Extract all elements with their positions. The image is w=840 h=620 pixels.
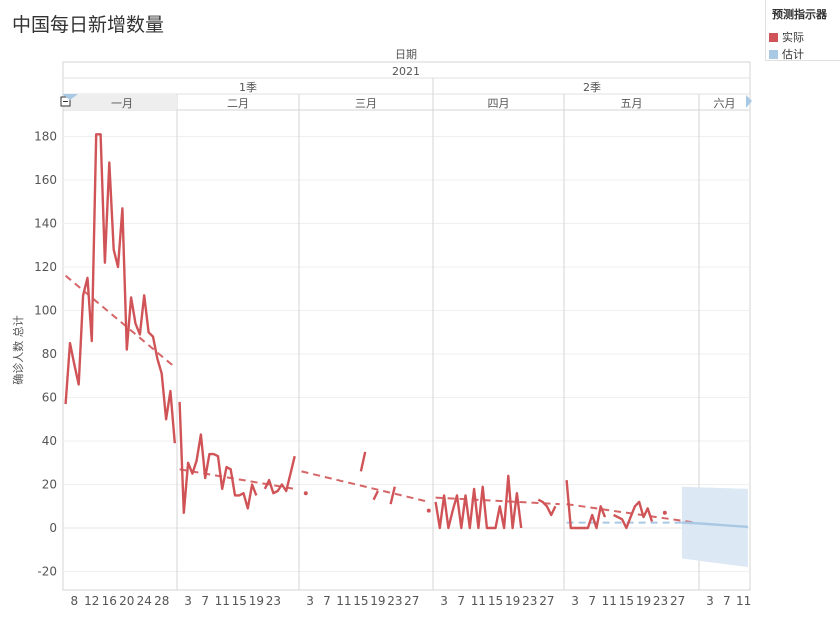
x-tick-label: 15 (232, 594, 247, 608)
x-tick-label: 19 (505, 594, 520, 608)
y-tick-label: 0 (49, 521, 57, 535)
series-line-actual (434, 474, 523, 530)
month-label: 六月 (714, 97, 736, 110)
y-tick-label: 20 (42, 478, 57, 492)
series-line-actual (178, 401, 258, 514)
x-tick-label: 15 (619, 594, 634, 608)
x-tick-label: 12 (84, 594, 99, 608)
y-tick-label: 40 (42, 434, 57, 448)
x-tick-label: 11 (336, 594, 351, 608)
forecast-band (681, 486, 748, 568)
legend-swatch-actual (769, 32, 778, 42)
data-point-actual (303, 491, 308, 496)
month-label: 三月 (355, 97, 377, 110)
x-tick-label: 15 (488, 594, 503, 608)
series-line-actual (263, 455, 296, 495)
series-line-actual (565, 479, 607, 530)
data-point-actual (426, 508, 431, 513)
x-tick-label: 8 (71, 594, 79, 608)
scroll-right-icon (746, 95, 752, 108)
x-tick-label: 11 (471, 594, 486, 608)
series-line-actual (537, 498, 557, 517)
scroll-left-icon (62, 94, 78, 100)
x-tick-label: 19 (370, 594, 385, 608)
trend-line (179, 468, 295, 490)
x-tick-label: 7 (201, 594, 209, 608)
trend-line (435, 496, 560, 506)
y-tick-label: -20 (37, 565, 57, 579)
year-label: 2021 (392, 65, 420, 78)
series-line-estimate (681, 521, 748, 529)
x-tick-label: 27 (539, 594, 554, 608)
trend-line (566, 503, 695, 524)
y-tick-label: 160 (34, 173, 57, 187)
month-header-selected (64, 95, 177, 110)
series-line-actual (613, 500, 654, 530)
legend-swatch-estimate (769, 49, 778, 59)
month-label: 一月 (111, 97, 133, 110)
y-tick-label: 60 (42, 391, 57, 405)
x-tick-label: 7 (723, 594, 731, 608)
x-tick-label: 7 (323, 594, 331, 608)
x-tick-label: 16 (102, 594, 117, 608)
x-tick-label: 3 (440, 594, 448, 608)
legend-item-estimate[interactable]: 估计 (769, 46, 804, 62)
x-tick-label: 3 (306, 594, 314, 608)
month-label: 五月 (621, 97, 643, 110)
date-field-label: 日期 (395, 48, 417, 61)
x-tick-label: 11 (602, 594, 617, 608)
series-line-actual (389, 486, 396, 505)
legend: 预测指示器 实际 估计 (765, 0, 840, 61)
x-tick-label: 7 (588, 594, 596, 608)
x-tick-label: 28 (154, 594, 169, 608)
x-tick-label: 19 (636, 594, 651, 608)
x-tick-label: 11 (736, 594, 751, 608)
x-tick-label: 23 (522, 594, 537, 608)
x-tick-label: 20 (119, 594, 134, 608)
x-tick-label: 23 (266, 594, 281, 608)
legend-label-estimate: 估计 (782, 48, 804, 61)
legend-label-actual: 实际 (782, 31, 804, 44)
x-tick-label: 11 (215, 594, 230, 608)
x-tick-label: 23 (653, 594, 668, 608)
legend-item-actual[interactable]: 实际 (769, 29, 804, 45)
y-tick-label: 120 (34, 260, 57, 274)
x-tick-label: 23 (387, 594, 402, 608)
series-line-actual (372, 490, 379, 501)
month-label: 四月 (488, 97, 510, 110)
x-tick-label: 27 (404, 594, 419, 608)
trend-line (301, 470, 430, 503)
month-label: 二月 (227, 97, 249, 110)
legend-title: 预测指示器 (772, 8, 827, 21)
page-title: 中国每日新增数量 (12, 14, 165, 36)
x-tick-label: 27 (670, 594, 685, 608)
x-tick-label: 19 (249, 594, 264, 608)
y-tick-label: 180 (34, 130, 57, 144)
x-tick-label: 3 (184, 594, 192, 608)
y-tick-label: 140 (34, 217, 57, 231)
x-tick-label: 15 (353, 594, 368, 608)
x-tick-label: 3 (706, 594, 714, 608)
x-tick-label: 24 (137, 594, 152, 608)
quarter-label: 1季 (239, 81, 257, 94)
quarter-label: 2季 (583, 81, 601, 94)
y-tick-label: 100 (34, 304, 57, 318)
data-point-actual (662, 510, 667, 515)
y-tick-label: 80 (42, 347, 57, 361)
chart-frame-border (62, 61, 751, 591)
y-axis-title: 确诊人数 总计 (11, 315, 25, 385)
series-line-actual (64, 133, 176, 444)
series-line-actual (359, 451, 367, 472)
x-tick-label: 7 (457, 594, 465, 608)
x-tick-label: 3 (571, 594, 579, 608)
